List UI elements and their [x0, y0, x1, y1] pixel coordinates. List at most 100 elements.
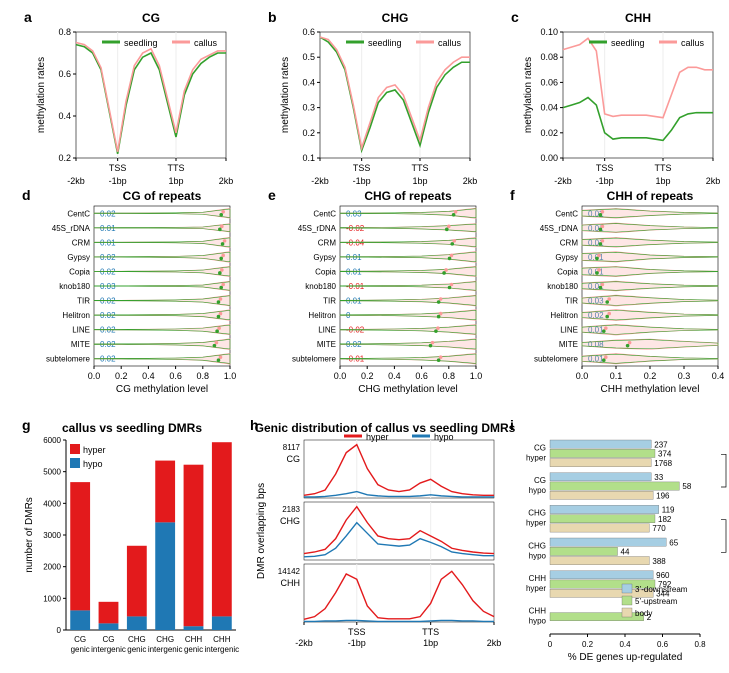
- svg-text:body: body: [635, 609, 652, 618]
- svg-text:0.6: 0.6: [302, 27, 315, 37]
- svg-text:0.4: 0.4: [712, 371, 725, 381]
- svg-text:callus: callus: [681, 38, 705, 48]
- legend: seedlingcallus: [102, 38, 218, 48]
- svg-text:genic: genic: [127, 645, 146, 654]
- svg-text:0.8: 0.8: [443, 371, 456, 381]
- svg-text:3000: 3000: [43, 531, 61, 540]
- svg-text:hyper: hyper: [366, 432, 389, 442]
- svg-text:CentC: CentC: [555, 209, 578, 218]
- svg-text:CG: CG: [103, 635, 115, 644]
- svg-text:8117: 8117: [283, 443, 301, 452]
- svg-text:CHG: CHG: [528, 509, 546, 518]
- svg-text:CentC: CentC: [67, 209, 90, 218]
- svg-text:CRM: CRM: [560, 238, 579, 247]
- svg-text:0.00: 0.00: [540, 153, 558, 163]
- svg-text:33: 33: [654, 473, 663, 482]
- svg-text:b: b: [268, 9, 277, 25]
- svg-text:CHH of repeats: CHH of repeats: [607, 189, 694, 203]
- svg-text:0.2: 0.2: [302, 128, 315, 138]
- svg-text:-2kb: -2kb: [311, 176, 329, 186]
- svg-text:0.2: 0.2: [644, 371, 657, 381]
- svg-text:CHH: CHH: [529, 607, 547, 616]
- series-line: [76, 43, 226, 152]
- svg-text:770: 770: [652, 524, 666, 533]
- svg-text:CHG: CHG: [382, 11, 409, 25]
- svg-text:CHG: CHG: [528, 541, 546, 550]
- svg-text:subtelomere: subtelomere: [46, 355, 91, 364]
- svg-text:seedling: seedling: [124, 38, 158, 48]
- svg-text:CHG: CHG: [280, 516, 300, 526]
- svg-text:TTS: TTS: [655, 163, 672, 173]
- svg-text:CHH: CHH: [185, 635, 203, 644]
- svg-text:0.4: 0.4: [58, 111, 71, 121]
- svg-text:number of DMRs: number of DMRs: [24, 497, 35, 573]
- svg-text:2kb: 2kb: [706, 176, 721, 186]
- svg-text:Gypsy: Gypsy: [67, 253, 90, 262]
- svg-text:0.8: 0.8: [197, 371, 210, 381]
- svg-text:f: f: [510, 187, 515, 203]
- svg-text:TSS: TSS: [109, 163, 127, 173]
- panel-h: hGenic distribution of callus vs seedlin…: [250, 417, 516, 648]
- svg-text:0.4: 0.4: [142, 371, 155, 381]
- svg-text:TTS: TTS: [168, 163, 185, 173]
- svg-text:CHG of repeats: CHG of repeats: [364, 189, 452, 203]
- svg-text:2kb: 2kb: [219, 176, 234, 186]
- svg-text:4000: 4000: [43, 499, 61, 508]
- svg-text:% DE genes up-regulated: % DE genes up-regulated: [568, 652, 683, 663]
- svg-text:-2kb: -2kb: [554, 176, 572, 186]
- svg-text:CHG methylation level: CHG methylation level: [358, 384, 457, 395]
- svg-text:hyper: hyper: [526, 519, 546, 528]
- svg-text:0.6: 0.6: [415, 371, 428, 381]
- svg-text:1bp: 1bp: [412, 176, 427, 186]
- svg-text:0.1: 0.1: [302, 153, 315, 163]
- svg-text:TSS: TSS: [353, 163, 371, 173]
- svg-text:1.0: 1.0: [224, 371, 237, 381]
- svg-text:0.2: 0.2: [361, 371, 374, 381]
- svg-text:Copia: Copia: [315, 267, 336, 276]
- svg-text:-2kb: -2kb: [295, 638, 313, 648]
- svg-text:Gypsy: Gypsy: [313, 253, 336, 262]
- svg-text:0.6: 0.6: [58, 69, 71, 79]
- svg-text:CHG: CHG: [156, 635, 174, 644]
- svg-text:hyper: hyper: [526, 453, 546, 462]
- svg-text:hypo: hypo: [434, 432, 454, 442]
- panel-c: cCHH0.000.020.040.060.080.10methylation …: [511, 9, 720, 186]
- series-line: [320, 37, 470, 150]
- svg-text:Helitron: Helitron: [550, 311, 578, 320]
- svg-text:subtelomere: subtelomere: [292, 355, 337, 364]
- svg-text:0.0: 0.0: [88, 371, 101, 381]
- svg-text:2000: 2000: [43, 563, 61, 572]
- svg-text:45S_rDNA: 45S_rDNA: [298, 224, 337, 233]
- svg-text:1bp: 1bp: [423, 638, 438, 648]
- svg-text:0.6: 0.6: [657, 640, 669, 649]
- svg-text:CG: CG: [142, 11, 160, 25]
- svg-text:CHH: CHH: [281, 578, 301, 588]
- svg-text:0.10: 0.10: [540, 27, 558, 37]
- svg-text:-1bp: -1bp: [348, 638, 366, 648]
- svg-text:0: 0: [548, 640, 553, 649]
- svg-text:0.5: 0.5: [302, 52, 315, 62]
- series-line: [563, 98, 713, 141]
- svg-text:hypo: hypo: [83, 459, 103, 469]
- legend: seedlingcallus: [589, 38, 705, 48]
- svg-text:MITE: MITE: [559, 340, 578, 349]
- svg-text:a: a: [24, 9, 32, 25]
- svg-text:0.02: 0.02: [540, 128, 558, 138]
- svg-text:Copia: Copia: [69, 267, 90, 276]
- svg-text:seedling: seedling: [368, 38, 402, 48]
- svg-text:MITE: MITE: [71, 340, 90, 349]
- svg-text:6000: 6000: [43, 436, 61, 445]
- svg-text:subtelomere: subtelomere: [534, 355, 579, 364]
- svg-text:e: e: [268, 187, 276, 203]
- panel-f: fCHH of repeats0.00.10.20.30.4CHH methyl…: [510, 187, 724, 395]
- svg-text:knob180: knob180: [547, 282, 578, 291]
- svg-text:hypo: hypo: [529, 486, 547, 495]
- svg-text:2183: 2183: [282, 505, 300, 514]
- svg-text:182: 182: [658, 515, 672, 524]
- svg-text:methylation rates: methylation rates: [280, 57, 291, 133]
- svg-text:CHH methylation level: CHH methylation level: [601, 384, 700, 395]
- svg-text:CRM: CRM: [318, 238, 337, 247]
- panel-e: eCHG of repeats0.00.20.40.60.81.0CHG met…: [268, 187, 482, 395]
- svg-text:0.2: 0.2: [58, 153, 71, 163]
- svg-text:1bp: 1bp: [168, 176, 183, 186]
